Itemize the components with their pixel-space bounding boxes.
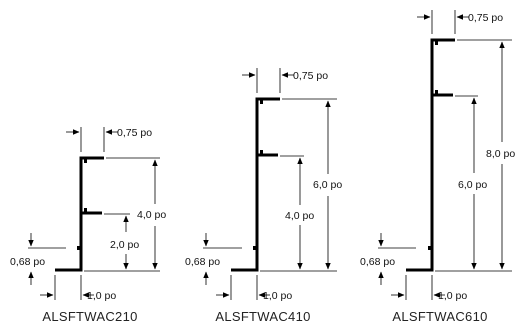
base-width-label: 1,0 po xyxy=(263,290,292,302)
base-height-label: 0,68 po xyxy=(10,256,45,268)
dimensions: 0,75 po 8,0 po 6,0 po 0,68 po 1,0 po xyxy=(360,10,515,302)
base-height-label: 0,68 po xyxy=(185,256,220,268)
profile-alsftwac210: 0,75 po 4,0 po 2,0 po 0,68 po 1,0 po xyxy=(10,127,166,324)
model-name: ALSFTWAC610 xyxy=(392,309,487,324)
base-width-label: 1,0 po xyxy=(438,290,467,302)
base-height-label: 0,68 po xyxy=(360,256,395,268)
profile-nub xyxy=(253,246,256,250)
profile-nub xyxy=(77,246,80,250)
profile-nub xyxy=(84,208,87,212)
step-height-label: 4,0 po xyxy=(285,210,314,222)
model-name: ALSFTWAC410 xyxy=(215,309,310,324)
base-width-label: 1,0 po xyxy=(87,290,116,302)
profile-shape xyxy=(406,38,455,272)
top-width-label: 0,75 po xyxy=(468,12,503,24)
profile-shape xyxy=(231,97,280,272)
profile-alsftwac610: 0,75 po 8,0 po 6,0 po 0,68 po 1,0 po xyxy=(360,10,515,324)
profile-nub xyxy=(260,100,263,104)
profile-nub xyxy=(260,150,263,154)
step-height-label: 6,0 po xyxy=(458,179,487,191)
profile-alsftwac410: 0,75 po 6,0 po 4,0 po 0,68 po 1,0 po xyxy=(185,68,342,324)
total-height-label: 6,0 po xyxy=(313,179,342,191)
step-height-label: 2,0 po xyxy=(110,239,139,251)
top-width-label: 0,75 po xyxy=(293,70,328,82)
model-name: ALSFTWAC210 xyxy=(42,309,137,324)
total-height-label: 8,0 po xyxy=(486,148,515,160)
dimensions: 0,75 po 6,0 po 4,0 po 0,68 po 1,0 po xyxy=(185,68,342,302)
top-width-label: 0,75 po xyxy=(117,127,152,139)
profile-nub xyxy=(428,246,431,250)
dimensions: 0,75 po 4,0 po 2,0 po 0,68 po 1,0 po xyxy=(10,127,166,302)
total-height-label: 4,0 po xyxy=(137,209,166,221)
profile-nub xyxy=(84,159,87,163)
profile-nub xyxy=(435,41,438,45)
profile-nub xyxy=(435,90,438,94)
